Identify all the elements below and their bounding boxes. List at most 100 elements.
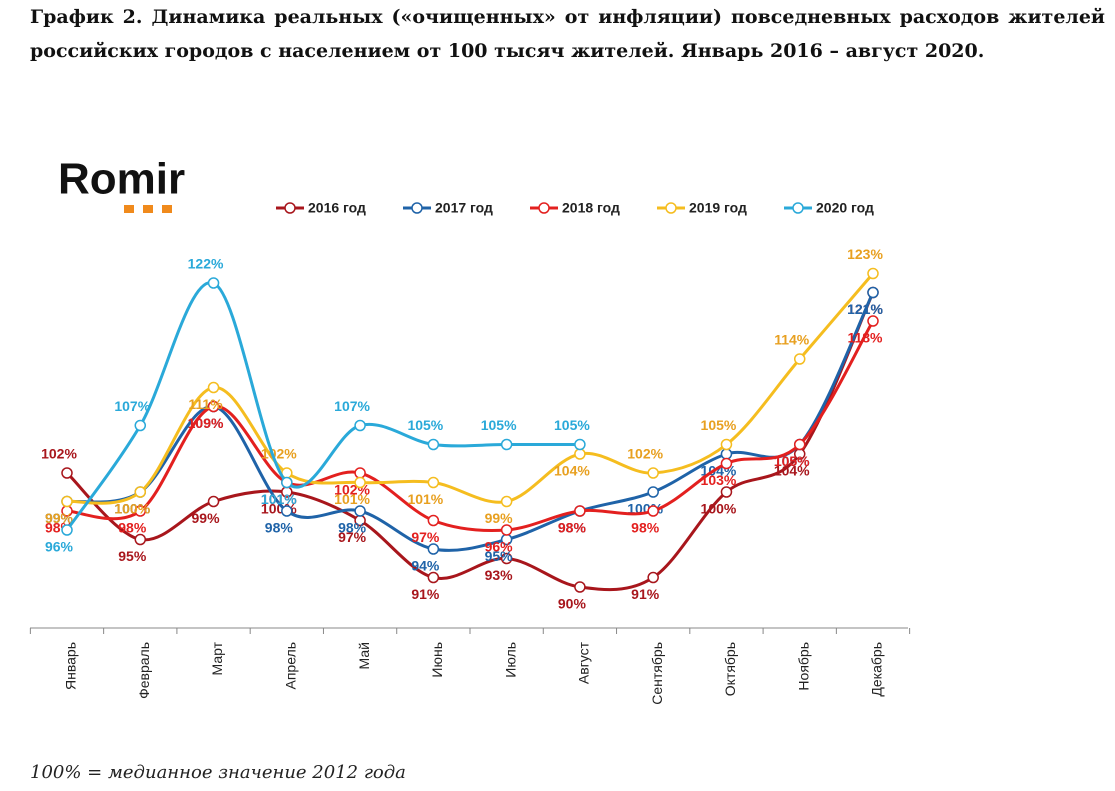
value-label: 101% [261,491,297,507]
value-label: 105% [774,453,810,469]
value-label: 90% [558,596,587,612]
value-label: 122% [188,256,224,272]
point [61,467,73,479]
point [793,438,806,451]
value-label: 97% [338,529,367,545]
x-tick-label: Июль [502,642,518,678]
point [427,514,440,527]
value-label: 91% [631,586,660,602]
value-label: 98% [118,520,147,536]
point [647,571,659,584]
legend-marker [411,202,423,214]
logo: Romir [58,155,185,204]
legend-marker [538,202,550,214]
x-tick-label: Февраль [136,642,152,699]
value-label: 101% [334,491,370,507]
legend-label: 2018 год [562,200,620,216]
value-label: 100% [701,501,737,517]
legend-marker [665,202,677,214]
value-label: 93% [485,567,514,583]
value-label: 104% [554,463,590,479]
point [867,315,879,327]
point [207,495,220,508]
logo-dot [124,205,134,213]
footnote: 100% = медианное значение 2012 года [30,762,406,783]
point [500,438,513,451]
point [647,486,659,498]
point [647,505,659,517]
value-label: 105% [701,417,737,433]
x-tick-label: Июнь [429,642,445,678]
series-line [66,291,875,552]
value-label: 107% [334,398,370,414]
value-label: 103% [701,472,737,488]
value-label: 121% [847,301,883,317]
legend-marker [284,202,296,214]
x-tick-label: Ноябрь [795,642,811,691]
point [574,438,586,451]
point [281,476,293,489]
value-label: 97% [411,529,440,545]
series-line [65,291,875,592]
series-line [66,320,875,533]
point [354,419,366,432]
x-tick-label: Март [209,641,225,675]
legend-label: 2017 год [435,200,493,216]
value-label: 101% [261,491,297,507]
value-label: 96% [45,539,74,555]
value-label: 96% [485,539,514,555]
point [427,543,440,555]
point [647,467,659,479]
x-tick-label: Декабрь [869,642,885,697]
point [574,505,586,517]
x-tick-label: Август [576,641,592,684]
point [61,495,73,508]
point [867,267,879,280]
point [720,438,733,451]
point [427,476,440,489]
chart-title: График 2. Динамика реальных («очищенных»… [30,6,1105,62]
value-label: 98% [338,520,367,536]
point [500,495,513,508]
value-label: 98% [631,520,660,536]
point [207,400,220,413]
value-label: 99% [192,510,221,526]
x-tick-label: Май [356,642,372,669]
value-label: 95% [485,548,514,564]
value-label: 95% [118,548,147,564]
value-label: 102% [627,446,663,462]
value-label: 98% [558,520,587,536]
point [793,353,806,365]
value-label: 98% [265,520,294,536]
value-label: 123% [847,246,883,262]
point [134,486,147,498]
point [427,571,440,584]
value-label: 94% [411,558,440,574]
value-label: 98% [558,520,587,536]
value-label: 105% [774,453,810,469]
point [720,448,733,460]
point [720,457,733,470]
value-label: 101% [407,491,443,507]
logo-dot [143,205,153,213]
value-label: 111% [188,396,223,412]
x-tick-label: Октябрь [722,642,738,696]
point [281,505,293,517]
value-label: 118% [847,330,883,346]
point [574,581,586,593]
point [867,286,879,299]
point [354,505,366,517]
value-label: 102% [261,446,297,462]
value-label: 99% [485,510,514,526]
point [574,448,586,460]
x-tick-label: Сентябрь [649,642,665,705]
legend-label: 2020 год [816,200,874,216]
point [134,533,147,546]
value-label: 100% [114,501,150,517]
point [61,524,73,536]
value-label: 105% [554,417,590,433]
legend-label: 2016 год [308,200,366,216]
point [720,486,733,498]
